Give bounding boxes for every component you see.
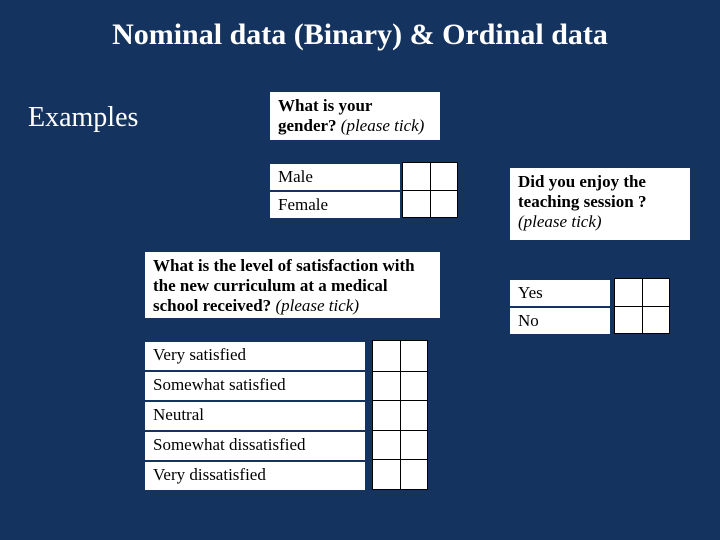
option-male: Male	[270, 164, 400, 190]
page-title: Nominal data (Binary) & Ordinal data	[0, 18, 720, 52]
checkbox-grid-enjoy[interactable]	[614, 278, 670, 334]
option-very-dissatisfied: Very dissatisfied	[145, 462, 365, 490]
checkbox-grid-gender[interactable]	[402, 162, 458, 218]
option-somewhat-satisfied: Somewhat satisfied	[145, 372, 365, 400]
checkbox-grid-satisfaction[interactable]	[372, 340, 428, 490]
option-somewhat-dissatisfied: Somewhat dissatisfied	[145, 432, 365, 460]
subtitle-examples: Examples	[28, 102, 138, 134]
question-enjoy: Did you enjoy the teaching session ? (pl…	[510, 168, 690, 240]
option-yes: Yes	[510, 280, 610, 306]
question-satisfaction: What is the level of satisfaction with t…	[145, 252, 440, 318]
question-gender: What is your gender? (please tick)	[270, 92, 440, 140]
question-satisfaction-hint: (please tick)	[275, 296, 359, 315]
option-very-satisfied: Very satisfied	[145, 342, 365, 370]
question-enjoy-text: Did you enjoy the teaching session ?	[518, 172, 646, 211]
option-neutral: Neutral	[145, 402, 365, 430]
option-female: Female	[270, 192, 400, 218]
option-no: No	[510, 308, 610, 334]
question-enjoy-hint: (please tick)	[518, 212, 682, 232]
question-gender-hint: (please tick)	[341, 116, 425, 135]
